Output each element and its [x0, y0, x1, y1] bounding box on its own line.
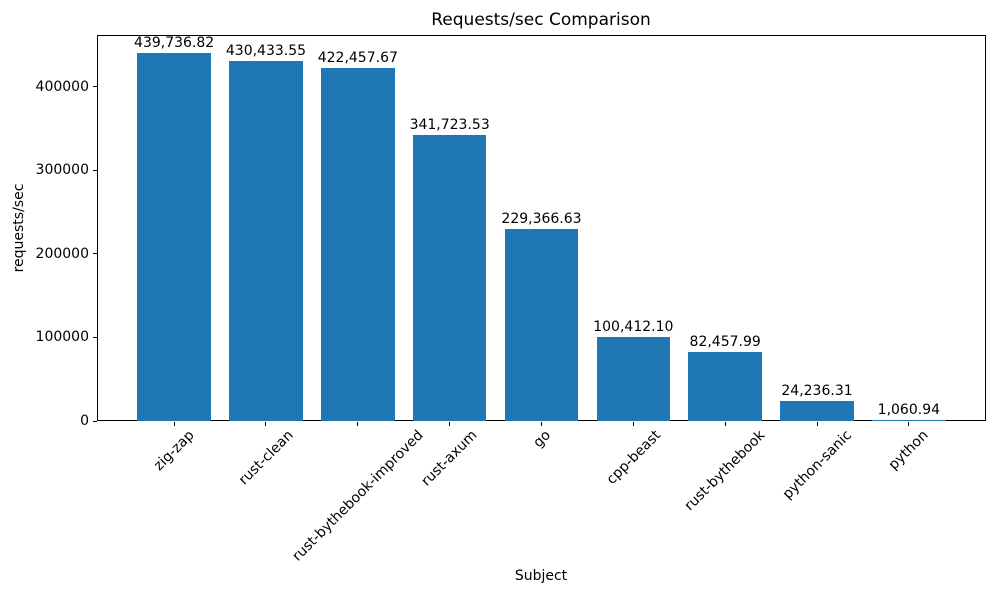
- x-tick-label: rust-bythebook: [681, 427, 769, 515]
- bar-value-label: 1,060.94: [877, 402, 941, 418]
- x-tick-label: python: [885, 427, 932, 474]
- x-tick-label: zig-zap: [150, 427, 198, 474]
- x-tick-mark: [816, 422, 818, 426]
- bar-rust-bythebook: [688, 352, 762, 421]
- y-tick-label: 300000: [35, 162, 89, 179]
- bar-value-label: 229,366.63: [501, 211, 582, 228]
- y-tick-mark: [93, 169, 97, 171]
- bar-cpp-beast: [596, 337, 671, 421]
- bar-value-label: 422,457.67: [317, 49, 398, 66]
- y-tick-label: 200000: [35, 245, 89, 262]
- x-tick-label: python-sanic: [779, 427, 855, 503]
- x-tick-mark: [724, 422, 726, 426]
- x-tick-mark: [357, 422, 359, 426]
- x-tick-mark: [449, 422, 451, 426]
- y-tick-mark: [93, 253, 97, 255]
- x-tick-mark: [632, 422, 634, 426]
- bar-rust-axum: [412, 135, 487, 421]
- x-tick-mark: [908, 422, 910, 426]
- x-tick-mark: [541, 422, 542, 426]
- x-tick-label: cpp-beast: [603, 427, 664, 488]
- y-tick-label: 0: [80, 413, 89, 429]
- x-tick-label: rust-axum: [418, 427, 481, 490]
- bar-zig-zap: [137, 53, 211, 421]
- y-tick-label: 100000: [35, 329, 89, 346]
- bar-value-label: 24,236.31: [781, 382, 853, 399]
- x-tick-label: rust-bythebook-improved: [289, 427, 427, 565]
- bar-value-label: 82,457.99: [689, 334, 761, 351]
- y-tick-label: 400000: [35, 78, 89, 95]
- x-axis-label: Subject: [514, 568, 568, 584]
- chart-title: Requests/sec Comparison: [431, 10, 651, 30]
- x-tick-label: rust-clean: [235, 427, 297, 489]
- bar-python: [872, 420, 946, 421]
- bar-value-label: 341,723.53: [409, 117, 490, 134]
- y-tick-mark: [93, 336, 97, 338]
- bar-rust-clean: [229, 61, 303, 421]
- bar-value-label: 439,736.82: [134, 35, 215, 52]
- bar-value-label: 100,412.10: [593, 319, 674, 336]
- x-tick-mark: [173, 422, 175, 426]
- bar-python-sanic: [780, 400, 854, 421]
- y-tick-mark: [93, 420, 97, 422]
- bar-go: [504, 229, 579, 421]
- y-tick-mark: [93, 86, 97, 88]
- bar-value-label: 430,433.55: [225, 43, 307, 60]
- x-tick-label: go: [529, 427, 554, 451]
- x-tick-mark: [265, 422, 267, 426]
- bar-rust-bythebook-improved: [321, 67, 395, 421]
